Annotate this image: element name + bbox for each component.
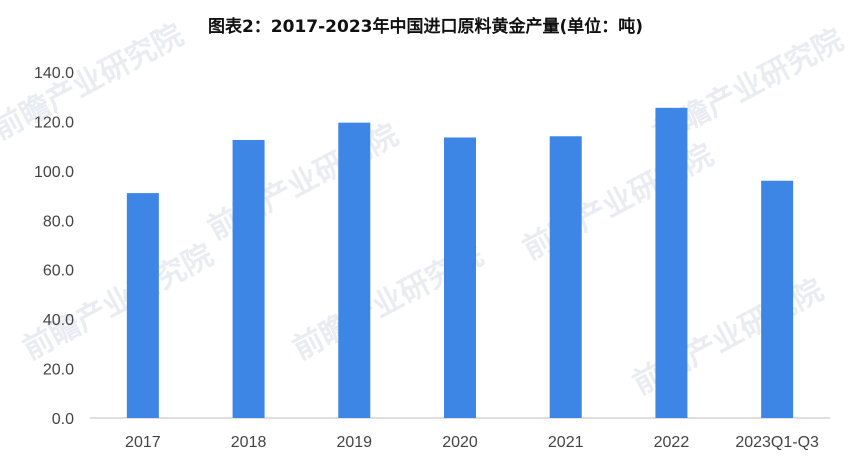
y-tick-label: 100.0	[34, 164, 74, 181]
y-tick-label: 120.0	[34, 114, 74, 131]
x-tick-label: 2021	[548, 434, 584, 451]
x-tick-label: 2017	[125, 434, 161, 451]
bar-2019	[338, 122, 371, 419]
y-tick-label: 40.0	[43, 312, 74, 329]
watermark-text: 前瞻产业研究院	[517, 138, 719, 267]
x-tick-label: 2020	[442, 434, 478, 451]
bar-2017	[126, 193, 159, 418]
y-tick-label: 60.0	[43, 263, 74, 280]
x-tick-label: 2019	[336, 434, 372, 451]
y-tick-label: 80.0	[43, 213, 74, 230]
bar-2023Q1-Q3	[761, 180, 794, 418]
bar-2021	[549, 136, 582, 418]
chart-title: 图表2：2017-2023年中国进口原料黄金产量(单位：吨)	[207, 17, 644, 37]
bar-2018	[232, 139, 265, 418]
bars	[126, 107, 794, 419]
y-tick-label: 0.0	[52, 411, 74, 428]
y-tick-label: 20.0	[43, 362, 74, 379]
x-axis: 2017 2018 2019 2020 2021 2022 2023Q1-Q3	[125, 434, 819, 451]
x-tick-label: 2022	[654, 434, 690, 451]
bar-2022	[655, 107, 688, 418]
y-tick-label: 140.0	[34, 65, 74, 82]
watermark-text: 前瞻产业研究院	[0, 18, 189, 147]
watermark-text: 前瞻产业研究院	[17, 238, 219, 367]
bar-2020	[444, 137, 476, 418]
y-axis: 0.0 20.0 40.0 60.0 80.0 100.0 120.0 140.0	[34, 65, 74, 428]
x-tick-label: 2018	[231, 434, 267, 451]
x-tick-label: 2023Q1-Q3	[735, 434, 819, 451]
